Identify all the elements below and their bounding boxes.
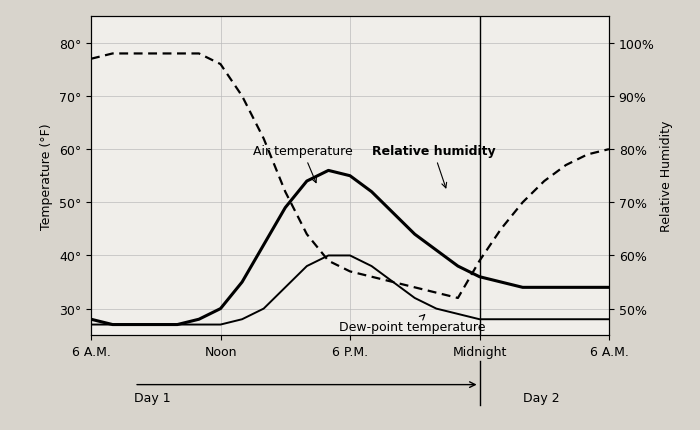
Text: Day 1: Day 1 — [134, 391, 171, 404]
Text: Relative humidity: Relative humidity — [372, 145, 495, 188]
Text: Dew-point temperature: Dew-point temperature — [340, 315, 486, 333]
Text: Day 2: Day 2 — [523, 391, 559, 404]
Text: Air temperature: Air temperature — [253, 145, 353, 183]
Y-axis label: Temperature (°F): Temperature (°F) — [41, 123, 53, 230]
Y-axis label: Relative Humidity: Relative Humidity — [660, 121, 673, 232]
